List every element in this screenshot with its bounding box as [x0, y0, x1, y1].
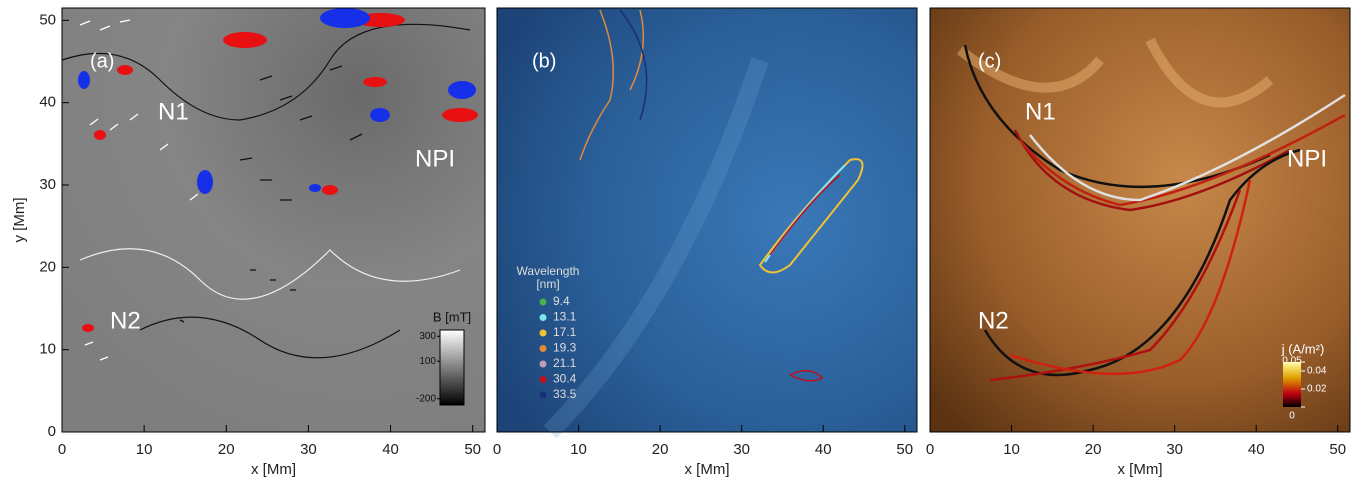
annotation: NPI — [415, 145, 455, 172]
annotation: NPI — [1287, 145, 1327, 172]
legend-marker — [539, 360, 547, 368]
legend-label: 13.1 — [553, 310, 577, 324]
colorbar — [1283, 362, 1301, 407]
colorbar-tick-label: 0.02 — [1307, 384, 1327, 395]
legend-label: 21.1 — [553, 356, 577, 370]
x-axis-label: x [Mm] — [685, 461, 730, 478]
magnetogram — [61, 8, 485, 432]
x-axis-label: x [Mm] — [251, 461, 296, 478]
x-tick-label: 40 — [1248, 441, 1265, 458]
x-tick-label: 20 — [652, 441, 669, 458]
y-axis-label: y [Mm] — [11, 198, 28, 243]
y-tick-label: 0 — [48, 423, 56, 440]
colorbar-tick-label: 300 — [419, 331, 436, 342]
x-tick-label: 30 — [733, 441, 750, 458]
x-tick-label: 10 — [570, 441, 587, 458]
y-tick-label: 10 — [39, 341, 56, 358]
panel-label: (c) — [978, 50, 1001, 72]
legend-title: [nm] — [536, 277, 559, 291]
plot-frame — [929, 7, 1351, 433]
legend-label: 30.4 — [553, 372, 577, 386]
x-tick-label: 20 — [218, 441, 235, 458]
x-tick-label: 50 — [1329, 441, 1346, 458]
colorbar — [439, 329, 465, 406]
x-tick-label: 40 — [382, 441, 399, 458]
annotation: N1 — [158, 98, 189, 125]
colorbar-tick-label: 0 — [1289, 411, 1295, 422]
annotation: N2 — [110, 307, 141, 334]
x-tick-label: 50 — [896, 441, 913, 458]
panel-label: (b) — [532, 50, 556, 72]
legend-marker — [539, 391, 547, 399]
x-tick-label: 0 — [493, 441, 501, 458]
legend-marker — [539, 329, 547, 337]
colorbar-label: B [mT] — [433, 309, 471, 324]
plot-frame — [61, 7, 486, 433]
y-tick-label: 40 — [39, 94, 56, 111]
legend-label: 33.5 — [553, 387, 577, 401]
x-tick-label: 20 — [1085, 441, 1102, 458]
x-tick-label: 30 — [300, 441, 317, 458]
y-tick-label: 50 — [39, 11, 56, 28]
legend-title: Wavelength — [517, 264, 580, 278]
legend-marker — [539, 314, 547, 321]
colorbar-tick-label: 0.04 — [1307, 366, 1327, 377]
panel-label: (a) — [90, 50, 114, 72]
x-tick-label: 10 — [1003, 441, 1020, 458]
colorbar-tick-label: 100 — [419, 356, 436, 367]
x-tick-label: 0 — [58, 441, 66, 458]
colorbar-label: j (A/m²) — [1281, 341, 1325, 356]
x-tick-label: 40 — [815, 441, 832, 458]
x-tick-label: 0 — [926, 441, 934, 458]
legend-label: 17.1 — [553, 325, 577, 339]
x-tick-label: 50 — [464, 441, 481, 458]
legend-marker — [539, 376, 547, 383]
annotation: N2 — [978, 307, 1009, 334]
aia-image — [930, 8, 1350, 432]
plot-frame — [496, 7, 918, 433]
x-tick-label: 10 — [136, 441, 153, 458]
x-tick-label: 30 — [1166, 441, 1183, 458]
euv-image — [497, 8, 917, 439]
legend-marker — [539, 345, 547, 352]
legend-label: 19.3 — [553, 341, 577, 355]
legend-marker — [539, 298, 547, 306]
colorbar-tick-label: 0.05 — [1282, 356, 1302, 367]
y-tick-label: 30 — [39, 176, 56, 193]
annotation: N1 — [1025, 98, 1056, 125]
colorbar-tick-label: -200 — [416, 393, 436, 404]
y-tick-label: 20 — [39, 258, 56, 275]
legend-label: 9.4 — [553, 294, 570, 308]
x-axis-label: x [Mm] — [1118, 461, 1163, 478]
